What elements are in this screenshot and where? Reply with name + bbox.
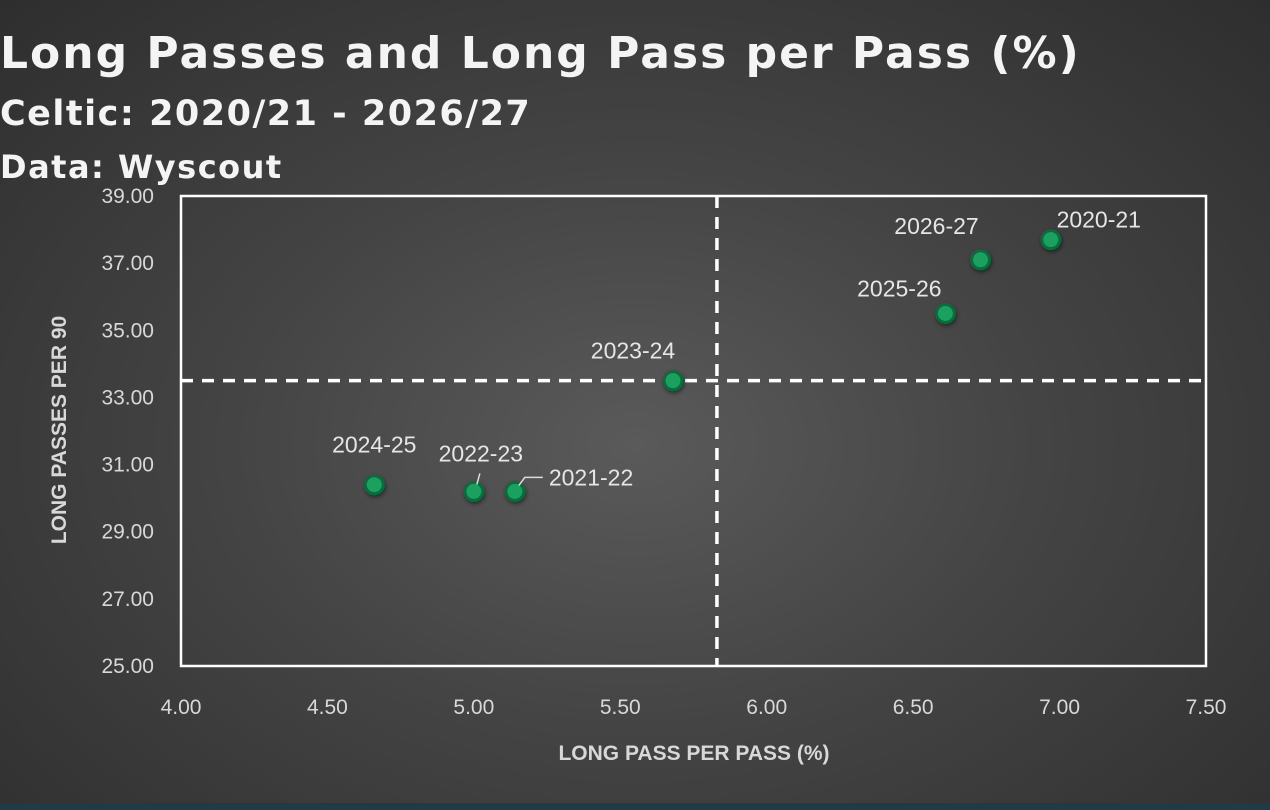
x-tick-label: 6.50: [893, 696, 934, 719]
x-tick-label: 5.00: [453, 696, 494, 719]
x-tick-label: 4.50: [307, 696, 348, 719]
leader-line: [518, 476, 543, 486]
data-points: [363, 229, 1062, 502]
data-point-2020-21: [1040, 229, 1062, 251]
y-axis-ticks: 25.00 27.00 29.00 31.00 33.00 35.00 37.00 39.00: [101, 185, 154, 678]
data-point-2023-24: [662, 370, 684, 392]
point-label-2020-21: 2020-21: [1057, 207, 1141, 233]
y-tick-label: 27.00: [101, 588, 154, 611]
plot-area-border: [179, 194, 1208, 668]
leader-line: [476, 473, 481, 485]
y-axis-title: LONG PASSES PER 90: [48, 316, 71, 544]
chart-subtitle: Celtic: 2020/21 - 2026/27: [0, 94, 532, 134]
y-tick-label: 29.00: [101, 521, 154, 544]
data-point-2024-25: [363, 474, 385, 496]
reference-lines: [181, 196, 1206, 666]
x-tick-label: 7.50: [1186, 696, 1227, 719]
data-point-2025-26: [934, 303, 956, 324]
data-point-2022-23: [463, 480, 485, 502]
point-label-2026-27: 2026-27: [894, 213, 978, 239]
y-tick-label: 39.00: [101, 185, 154, 208]
data-point-2026-27: [970, 249, 991, 271]
x-tick-label: 7.00: [1039, 696, 1080, 719]
point-label-2025-26: 2025-26: [857, 276, 941, 302]
x-tick-label: 4.00: [161, 696, 202, 719]
point-label-2022-23: 2022-23: [439, 440, 523, 466]
bottom-strip: [0, 803, 1270, 810]
y-tick-label: 37.00: [101, 252, 154, 275]
x-tick-label: 6.00: [746, 696, 787, 719]
point-label-2024-25: 2024-25: [332, 432, 416, 458]
point-label-2021-22: 2021-22: [549, 464, 633, 490]
y-tick-label: 35.00: [101, 319, 154, 342]
chart-title: Long Passes and Long Pass per Pass (%): [0, 28, 1081, 79]
y-tick-label: 25.00: [101, 655, 154, 678]
point-label-2023-24: 2023-24: [591, 338, 676, 364]
point-labels: 2020-21 2021-22 2022-23 2023-24 2024-25 2025-…: [332, 207, 1141, 491]
y-tick-label: 31.00: [101, 454, 154, 477]
data-point-2021-22: [504, 480, 526, 502]
x-axis-title: LONG PASS PER PASS (%): [558, 742, 829, 765]
data-source: Data: Wyscout: [0, 148, 283, 186]
x-axis-ticks: 4.00 4.50 5.00 5.50 6.00 6.50 7.00 7.50: [161, 696, 1227, 719]
x-tick-label: 5.50: [600, 696, 641, 719]
y-tick-label: 33.00: [101, 386, 154, 409]
